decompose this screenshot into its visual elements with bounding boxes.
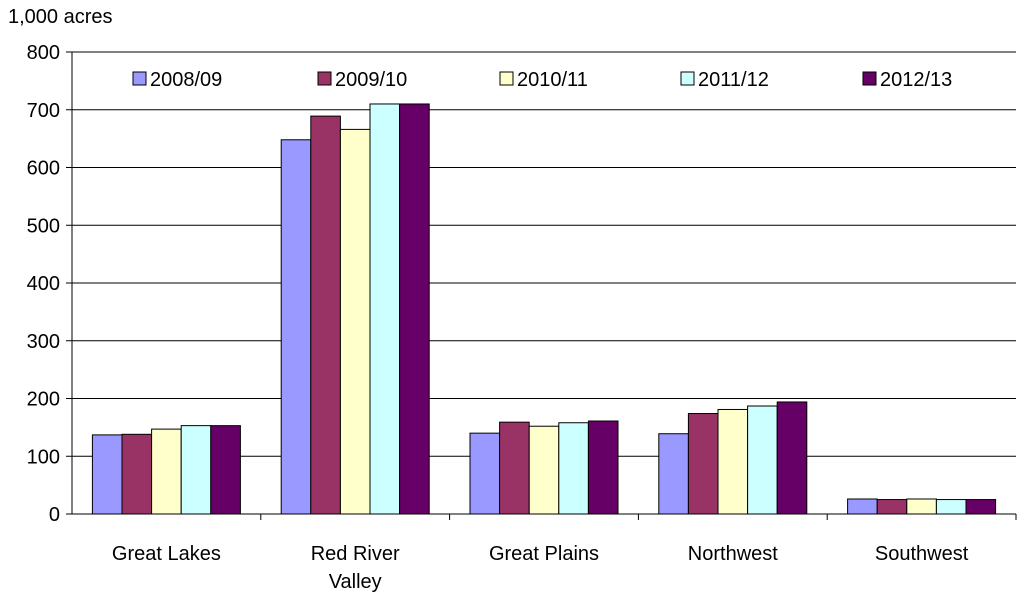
y-tick-label: 100 (27, 446, 60, 468)
y-tick-label: 800 (27, 42, 60, 64)
bar (469, 432, 501, 515)
bars (91, 103, 997, 515)
bar (280, 139, 312, 515)
axes (66, 51, 1017, 520)
bar (658, 433, 689, 515)
bar (339, 128, 371, 515)
bar (747, 405, 778, 515)
legend-label: 2009/10 (335, 69, 407, 91)
bar (369, 103, 401, 515)
legend-swatch (132, 71, 147, 86)
legend-item: 2011/12 (680, 69, 769, 91)
bar (121, 433, 153, 515)
bar (687, 413, 719, 515)
y-axis-unit-label: 1,000 acres (8, 6, 113, 28)
y-tick-label: 400 (27, 273, 60, 295)
x-tick-labels: Great Lakes Red River Valley Great Plains No… (112, 543, 969, 593)
bar (91, 434, 123, 515)
bar (935, 499, 967, 515)
bar (499, 421, 530, 515)
bar (847, 498, 878, 515)
legend: 2008/09 2009/10 2010/11 2011/12 2012/13 (132, 69, 952, 91)
legend-item: 2009/10 (317, 69, 407, 91)
y-tick-labels: 0 100 200 300 400 500 600 700 800 (27, 42, 60, 526)
bar (558, 422, 589, 515)
bar (776, 401, 808, 515)
bar (906, 498, 937, 515)
legend-swatch (499, 71, 514, 86)
legend-label: 2010/11 (517, 69, 588, 91)
y-tick-label: 600 (27, 158, 60, 180)
bar (210, 425, 241, 515)
gridlines (72, 51, 1016, 457)
x-tick-label: Southwest (875, 543, 969, 565)
y-tick-label: 300 (27, 331, 60, 353)
legend-item: 2012/13 (862, 69, 952, 91)
legend-label: 2008/09 (150, 69, 222, 91)
x-tick-label: Red River Valley (311, 543, 400, 593)
bar (876, 499, 908, 515)
bar (587, 420, 619, 515)
x-tick-label: Great Lakes (112, 543, 221, 565)
y-tick-label: 200 (27, 389, 60, 411)
legend-label: 2011/12 (698, 69, 769, 91)
legend-swatch (317, 71, 332, 86)
legend-label: 2012/13 (880, 69, 952, 91)
legend-swatch (680, 71, 695, 86)
bar (528, 425, 560, 515)
bar (965, 499, 997, 515)
bar (717, 408, 749, 515)
bar (151, 428, 182, 515)
y-tick-label: 500 (27, 215, 60, 237)
y-tick-label: 700 (27, 100, 60, 122)
x-tick-label: Northwest (688, 543, 778, 565)
legend-item: 2008/09 (132, 69, 222, 91)
bar (399, 103, 430, 515)
legend-item: 2010/11 (499, 69, 588, 91)
x-tick-label: Great Plains (489, 543, 599, 565)
legend-swatch (862, 71, 877, 86)
y-tick-label: 0 (49, 504, 60, 526)
bar (310, 115, 341, 515)
bar (180, 425, 212, 515)
